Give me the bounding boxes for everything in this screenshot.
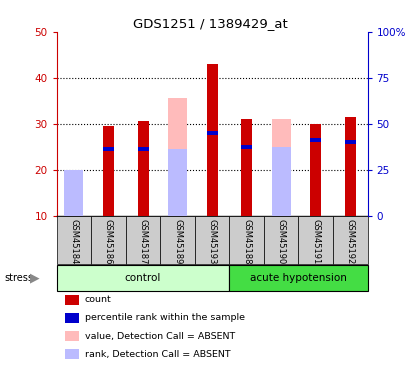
Text: GSM45187: GSM45187 (139, 219, 147, 264)
Text: GSM45184: GSM45184 (69, 219, 79, 264)
Bar (207, 64, 218, 216)
Text: GDS1251 / 1389429_at: GDS1251 / 1389429_at (133, 17, 287, 30)
Bar (241, 119, 252, 216)
Bar (195, 216, 229, 264)
Bar (137, 147, 149, 151)
Bar (229, 265, 368, 291)
Text: acute hypotension: acute hypotension (250, 273, 347, 283)
Bar (168, 99, 187, 216)
Text: ▶: ▶ (30, 272, 40, 284)
Bar (299, 216, 333, 264)
Bar (229, 216, 264, 264)
Bar (137, 122, 149, 216)
Text: percentile rank within the sample: percentile rank within the sample (85, 314, 245, 322)
Text: stress: stress (4, 273, 33, 283)
Bar (345, 117, 356, 216)
Text: rank, Detection Call = ABSENT: rank, Detection Call = ABSENT (85, 350, 231, 358)
Text: value, Detection Call = ABSENT: value, Detection Call = ABSENT (85, 332, 235, 340)
Bar (310, 124, 321, 216)
Bar (207, 131, 218, 135)
Text: GSM45189: GSM45189 (173, 219, 182, 264)
Bar (126, 216, 160, 264)
Text: GSM45193: GSM45193 (207, 219, 217, 264)
Text: GSM45190: GSM45190 (277, 219, 286, 264)
Bar (57, 265, 229, 291)
Text: control: control (125, 273, 161, 283)
Bar (168, 149, 187, 216)
Text: GSM45186: GSM45186 (104, 219, 113, 264)
Bar (345, 140, 356, 144)
Text: count: count (85, 296, 112, 304)
Bar (103, 147, 114, 151)
Bar (272, 147, 291, 216)
Bar (57, 216, 91, 264)
Bar (272, 119, 291, 216)
Bar (264, 216, 299, 264)
Text: GSM45188: GSM45188 (242, 219, 251, 264)
Bar (91, 216, 126, 264)
Bar (241, 145, 252, 148)
Bar (310, 138, 321, 142)
Bar (160, 216, 195, 264)
Text: GSM45192: GSM45192 (346, 219, 355, 264)
Bar (65, 174, 84, 216)
Text: GSM45191: GSM45191 (311, 219, 320, 264)
Bar (103, 126, 114, 216)
Bar (333, 216, 368, 264)
Bar (65, 170, 84, 216)
